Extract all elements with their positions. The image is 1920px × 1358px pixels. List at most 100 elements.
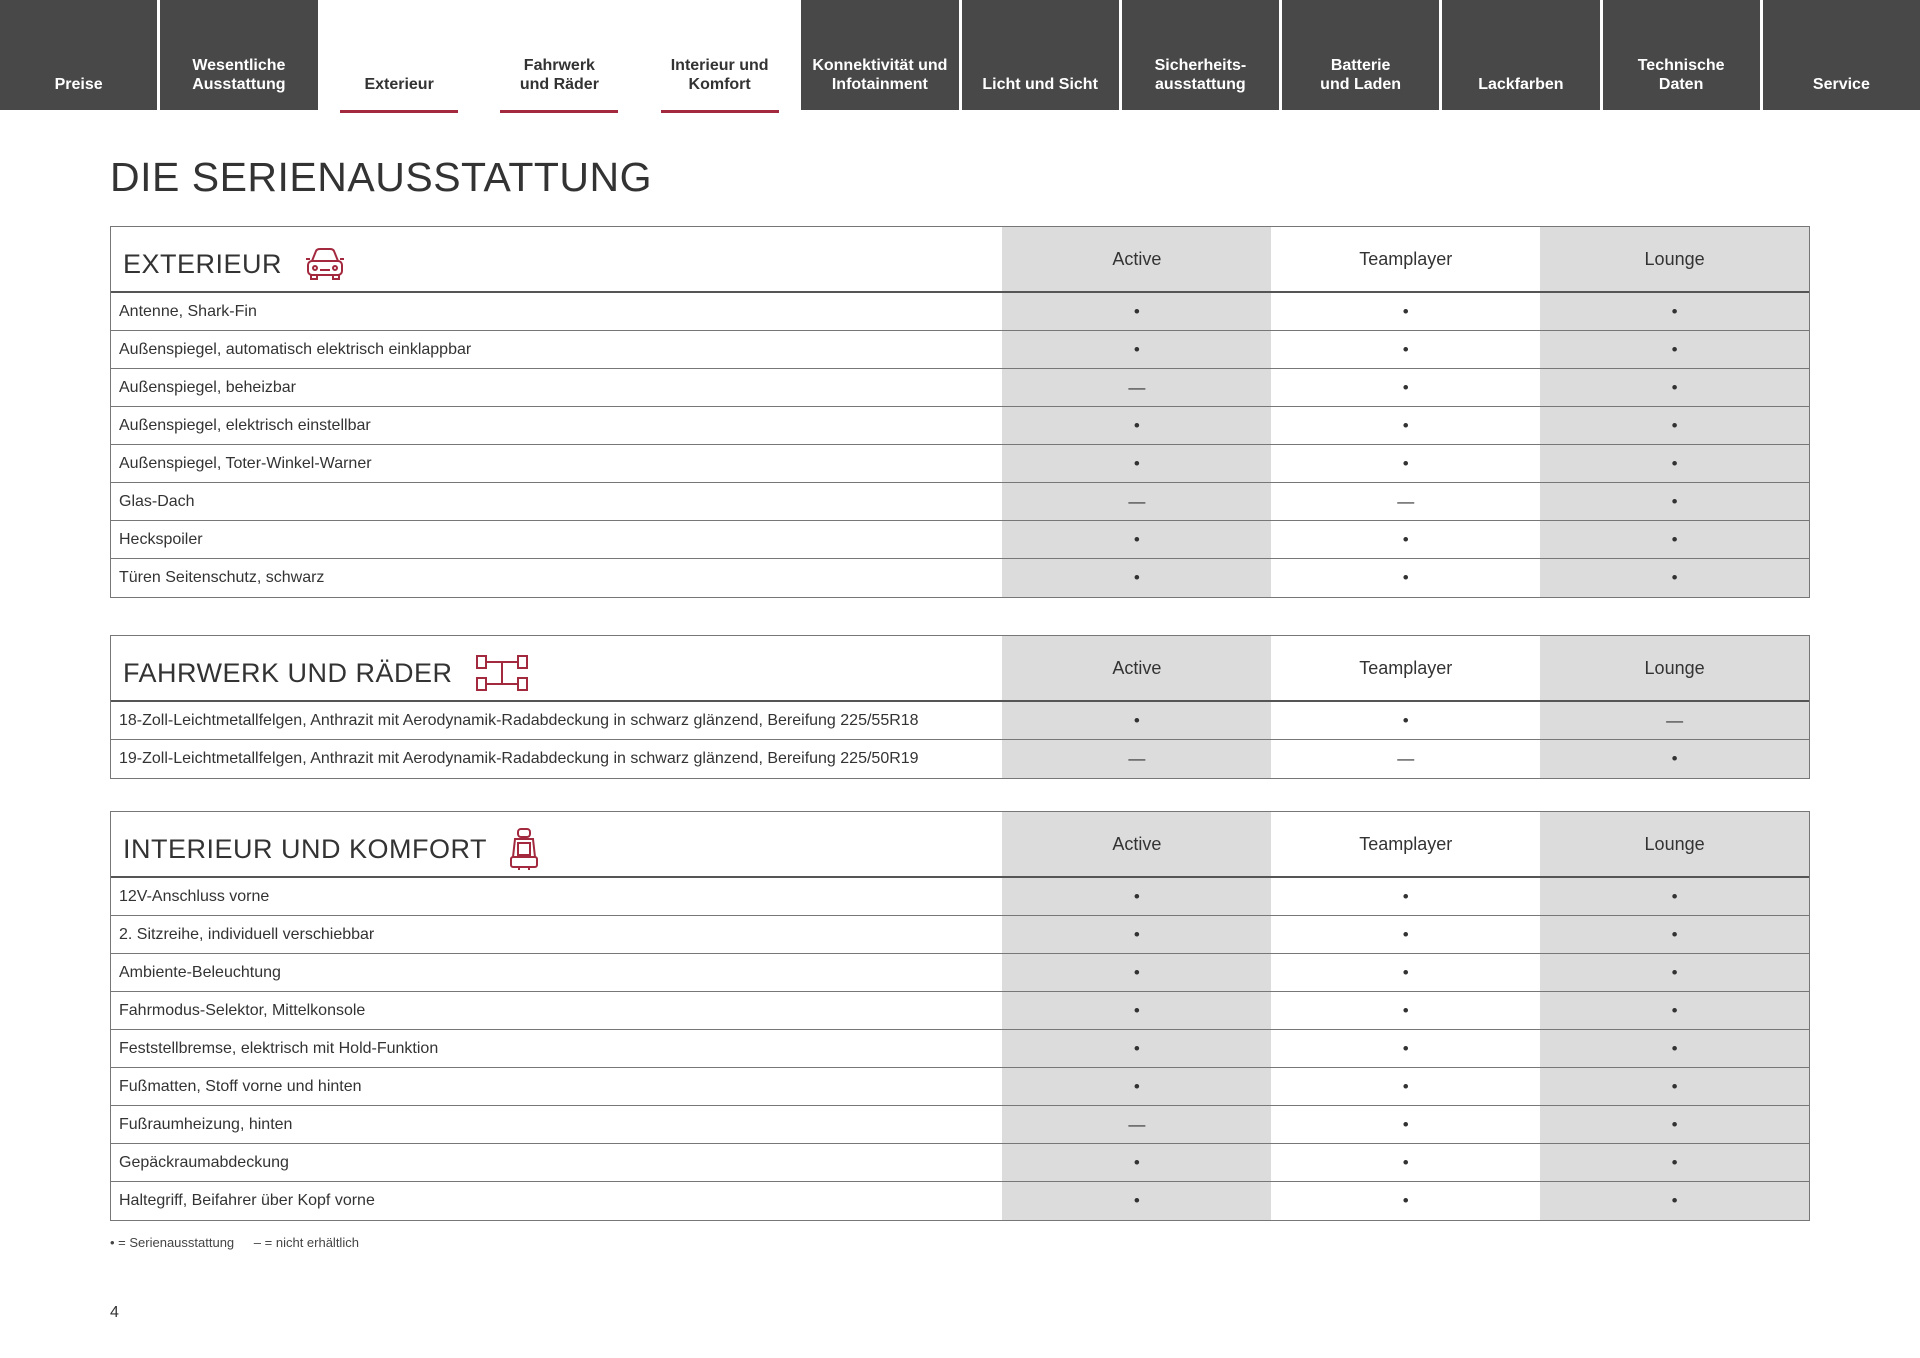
footnote-standard: • = Serienausstattung bbox=[110, 1235, 235, 1250]
availability-cell: • bbox=[1402, 415, 1409, 435]
feature-label: 18-Zoll-Leichtmetallfelgen, Anthrazit mi… bbox=[119, 711, 919, 729]
nav-tab[interactable]: Technische Daten bbox=[1602, 0, 1760, 110]
table-header: EXTERIEUR Active Teamplayer Lounge bbox=[111, 227, 1810, 293]
page-title: DIE SERIENAUSSTATTUNG bbox=[110, 154, 653, 200]
seat-icon bbox=[509, 827, 539, 871]
availability-cell: • bbox=[1002, 407, 1272, 444]
feature-label: Fußraumheizung, hinten bbox=[119, 1115, 293, 1133]
availability-cell: — bbox=[1540, 702, 1810, 739]
availability-cell: • bbox=[1540, 740, 1810, 778]
nav-tab-label: Lackfarben bbox=[1478, 76, 1564, 93]
page-number: 4 bbox=[110, 1304, 119, 1321]
feature-label: Glas-Dach bbox=[119, 492, 195, 510]
nav-tab-label: Preise bbox=[54, 76, 103, 93]
table-row: Fahrmodus-Selektor, Mittelkonsole • • • bbox=[111, 992, 1810, 1030]
availability-cell: • bbox=[1402, 1114, 1409, 1134]
availability-cell: — bbox=[1002, 369, 1272, 406]
availability-cell: • bbox=[1002, 331, 1272, 368]
availability-cell: • bbox=[1402, 1076, 1409, 1096]
table-row: Fußraumheizung, hinten — • • bbox=[111, 1106, 1810, 1144]
section-title-cell: FAHRWERK UND RÄDER bbox=[111, 636, 1002, 700]
availability-cell: • bbox=[1402, 1038, 1409, 1058]
equipment-table: FAHRWERK UND RÄDER Active Teamplayer Lounge… bbox=[110, 635, 1810, 779]
nav-tab[interactable]: Licht und Sicht bbox=[961, 0, 1119, 110]
table-row: Ambiente-Beleuchtung • • • bbox=[111, 954, 1810, 992]
availability-cell: • bbox=[1402, 301, 1409, 321]
column-header: Active bbox=[1002, 227, 1272, 291]
nav-tab[interactable]: Lackfarben bbox=[1442, 0, 1600, 110]
availability-cell: • bbox=[1002, 1030, 1272, 1067]
feature-label: Antenne, Shark-Fin bbox=[119, 302, 257, 320]
availability-cell: • bbox=[1002, 916, 1272, 953]
nav-tab[interactable]: Preise bbox=[0, 0, 158, 110]
availability-cell: • bbox=[1402, 1000, 1409, 1020]
column-header: Teamplayer bbox=[1359, 248, 1453, 269]
availability-cell: • bbox=[1540, 916, 1810, 953]
equipment-table: INTERIEUR UND KOMFORT Active Teamplayer Lou… bbox=[110, 811, 1810, 1221]
nav-tab[interactable]: Exterieur bbox=[320, 0, 478, 113]
availability-cell: • bbox=[1540, 1106, 1810, 1143]
availability-cell: — bbox=[1002, 1106, 1272, 1143]
nav-tab-label: Interieur und Komfort bbox=[670, 57, 769, 93]
section-title: INTERIEUR UND KOMFORT bbox=[123, 833, 488, 864]
feature-label: Feststellbremse, elektrisch mit Hold-Fun… bbox=[119, 1039, 439, 1057]
column-header: Lounge bbox=[1540, 636, 1810, 700]
nav-tab-label: Technische Daten bbox=[1637, 57, 1725, 93]
availability-cell: • bbox=[1402, 529, 1409, 549]
feature-label: Türen Seitenschutz, schwarz bbox=[119, 569, 325, 586]
section-title: EXTERIEUR bbox=[123, 248, 283, 279]
table-header: INTERIEUR UND KOMFORT Active Teamplayer Lou… bbox=[111, 812, 1810, 878]
availability-cell: • bbox=[1540, 954, 1810, 991]
feature-label: Haltegriff, Beifahrer über Kopf vorne bbox=[119, 1192, 375, 1209]
availability-cell: • bbox=[1002, 992, 1272, 1029]
nav-tab[interactable]: Fahrwerk und Räder bbox=[480, 0, 638, 113]
nav-tab[interactable]: Wesentliche Ausstattung bbox=[160, 0, 318, 110]
availability-cell: — bbox=[1002, 483, 1272, 520]
nav-tab[interactable]: Batterie und Laden bbox=[1282, 0, 1440, 110]
availability-cell: • bbox=[1002, 1182, 1272, 1220]
availability-cell: • bbox=[1402, 339, 1409, 359]
legend-footnote: • = Serienausstattung – = nicht erhältli… bbox=[110, 1235, 375, 1250]
availability-cell: • bbox=[1402, 377, 1409, 397]
feature-label: Außenspiegel, automatisch elektrisch ein… bbox=[119, 340, 472, 358]
feature-label: 2. Sitzreihe, individuell verschiebbar bbox=[119, 925, 375, 943]
availability-cell: • bbox=[1002, 445, 1272, 482]
availability-cell: • bbox=[1540, 992, 1810, 1029]
availability-cell: • bbox=[1402, 924, 1409, 944]
nav-tab-label: Service bbox=[1812, 76, 1870, 93]
availability-cell: • bbox=[1402, 1191, 1409, 1210]
availability-cell: • bbox=[1540, 293, 1810, 330]
availability-cell: • bbox=[1540, 1144, 1810, 1181]
availability-cell: • bbox=[1540, 483, 1810, 520]
availability-cell: • bbox=[1002, 1068, 1272, 1105]
nav-tab-label: Konnektivität und Infotainment bbox=[812, 57, 948, 93]
nav-tab-label: Fahrwerk und Räder bbox=[519, 57, 599, 93]
availability-cell: • bbox=[1540, 1182, 1810, 1220]
table-row: Außenspiegel, beheizbar — • • bbox=[111, 369, 1810, 407]
nav-tab-label: Batterie und Laden bbox=[1320, 57, 1402, 93]
table-row: 18-Zoll-Leichtmetallfelgen, Anthrazit mi… bbox=[111, 702, 1810, 740]
nav-tab-label: Wesentliche Ausstattung bbox=[192, 57, 286, 93]
equipment-table: EXTERIEUR Active Teamplayer Lounge Antenne, … bbox=[110, 226, 1810, 598]
nav-tab[interactable]: Konnektivität und Infotainment bbox=[801, 0, 959, 110]
section-title-cell: EXTERIEUR bbox=[111, 227, 1002, 291]
availability-cell: • bbox=[1402, 568, 1409, 587]
table-row: Antenne, Shark-Fin • • • bbox=[111, 293, 1810, 331]
column-header: Active bbox=[1002, 812, 1272, 876]
nav-tab[interactable]: Interieur und Komfort bbox=[641, 0, 799, 113]
feature-label: Außenspiegel, elektrisch einstellbar bbox=[119, 416, 371, 434]
availability-cell: • bbox=[1002, 702, 1272, 739]
availability-cell: • bbox=[1540, 878, 1810, 915]
feature-label: Fahrmodus-Selektor, Mittelkonsole bbox=[119, 1001, 366, 1019]
availability-cell: — bbox=[1397, 491, 1415, 511]
table-row: Türen Seitenschutz, schwarz • • • bbox=[111, 559, 1810, 597]
availability-cell: • bbox=[1540, 445, 1810, 482]
table-row: Glas-Dach — — • bbox=[111, 483, 1810, 521]
availability-cell: • bbox=[1540, 1030, 1810, 1067]
nav-tab[interactable]: Service bbox=[1762, 0, 1920, 110]
table-row: 19-Zoll-Leichtmetallfelgen, Anthrazit mi… bbox=[111, 740, 1810, 778]
feature-label: Außenspiegel, Toter-Winkel-Warner bbox=[119, 454, 372, 472]
column-header: Active bbox=[1002, 636, 1272, 700]
table-row: Feststellbremse, elektrisch mit Hold-Fun… bbox=[111, 1030, 1810, 1068]
nav-tab[interactable]: Sicherheits- ausstattung bbox=[1121, 0, 1279, 110]
